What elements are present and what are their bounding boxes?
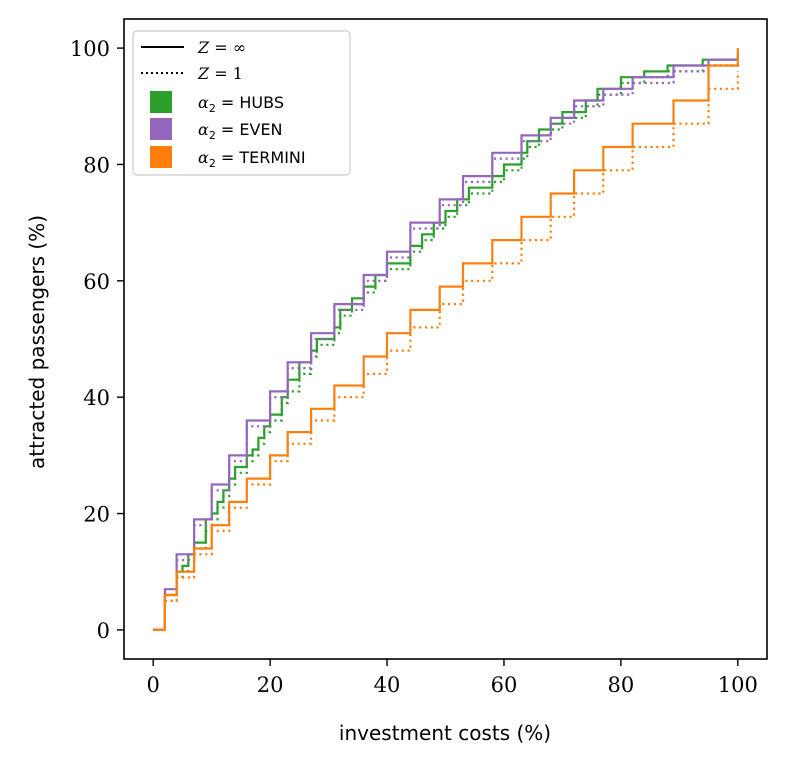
legend-hubs-equals: = [216,93,240,112]
series-even-z-infinity [153,53,739,631]
legend-hubs-subscript: 2 [209,102,216,115]
x-axis-label: investment costs (%) [339,721,551,745]
legend-termini-symbol: α [198,148,209,167]
x-tick-label: 60 [491,673,518,697]
legend-even-subscript: 2 [209,129,216,142]
y-tick-label: 20 [83,503,110,527]
legend-entry-z-infinity: Z = ∞ [197,38,246,57]
y-tick-label: 80 [83,153,110,177]
y-axis-label: attracted passengers (%) [25,215,49,469]
legend-even-symbol: α [198,120,209,139]
x-tick-label: 0 [147,673,160,697]
x-tick-label: 20 [257,673,284,697]
legend-hubs-label: HUBS [239,93,284,112]
legend-entry-even: α2 = EVEN [198,120,283,142]
legend-swatch-even [150,118,172,140]
series-hubs-z-infinity [153,53,739,631]
legend-swatch-hubs [150,91,172,113]
series-termini-z-1 [153,71,739,631]
legend-even-label: EVEN [239,120,282,139]
legend-even-equals: = [216,120,240,139]
legend-z-one-prefix: Z = [197,64,233,83]
legend-hubs-symbol: α [198,93,209,112]
legend-swatch-termini [150,146,172,168]
plot-frame [123,18,768,660]
legend-termini-equals: = [216,148,240,167]
legend-termini-subscript: 2 [209,157,216,170]
series-layer [153,48,739,631]
legend-entry-termini: α2 = TERMINI [198,148,306,170]
legend-frame [132,30,351,176]
legend-termini-label: TERMINI [238,148,305,167]
x-tick-label: 40 [374,673,401,697]
legend-entry-hubs: α2 = HUBS [198,93,284,115]
x-tick-label: 100 [718,673,758,697]
legend-z-infinity-value: ∞ [233,38,246,57]
y-tick-label: 100 [70,37,110,61]
x-tick-label: 80 [607,673,634,697]
axes-layer: 0 20 40 60 80 100 0 20 40 60 80 100 [70,18,768,697]
y-tick-label: 40 [83,386,110,410]
series-even-z-1 [153,59,739,631]
y-tick-label: 60 [83,270,110,294]
legend: Z = ∞ Z = 1 α2 = HUBS α2 = EVEN α2 = TER… [132,30,351,176]
series-termini-z-infinity [153,48,739,631]
legend-z-infinity-prefix: Z = [197,38,233,57]
legend-entry-z-one: Z = 1 [197,64,243,83]
legend-z-one-value: 1 [233,64,243,83]
y-tick-label: 0 [97,619,110,643]
